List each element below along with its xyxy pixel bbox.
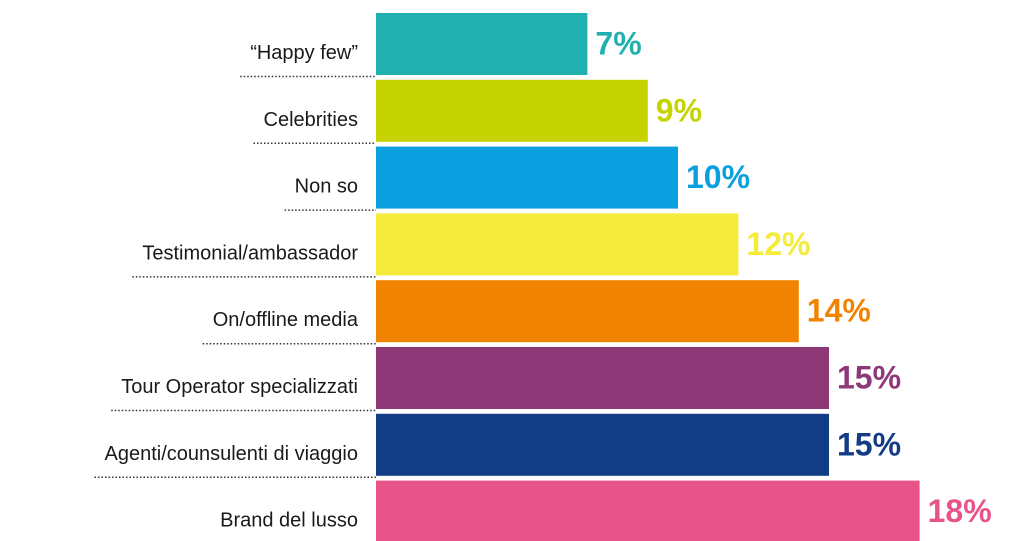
category-label: On/offline media [213,309,359,331]
bar [376,413,829,476]
value-label: 18% [928,493,992,529]
value-label: 15% [837,359,901,395]
value-label: 15% [837,426,901,462]
value-label: 14% [807,293,871,329]
category-label: Tour Operator specializzati [121,376,358,398]
category-label: Testimonial/ambassador [142,242,358,264]
bar [376,280,799,343]
value-label: 9% [656,92,702,128]
bar [376,347,829,409]
value-label: 10% [686,159,750,195]
value-label: 7% [595,25,641,61]
category-label: Brand del lusso [220,510,358,532]
bar [376,480,920,541]
bar [376,13,588,75]
bar [376,213,739,276]
bar [376,79,648,142]
category-label: Celebrities [264,109,358,131]
value-label: 12% [746,226,810,262]
category-label: Agenti/counsulenti di viaggio [104,443,358,465]
category-label: Non so [295,176,358,198]
category-label: “Happy few” [250,42,358,64]
bar [376,146,678,209]
